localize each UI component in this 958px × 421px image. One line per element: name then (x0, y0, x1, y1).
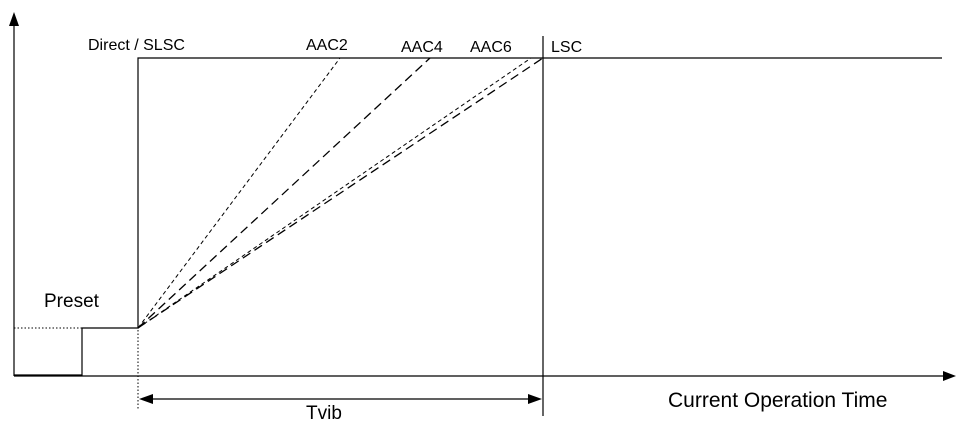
y-axis-arrow-icon (9, 12, 19, 26)
label-aac2: AAC2 (306, 37, 348, 54)
label-aac6: AAC6 (470, 39, 512, 56)
x-axis-label: Current Operation Time (668, 389, 887, 412)
axes (9, 12, 956, 381)
tvib-right-arrow-icon (528, 394, 542, 404)
preset-step-line (14, 57, 942, 376)
ramp-lines (137, 57, 544, 329)
label-tvib: Tvib (306, 403, 342, 421)
label-lsc: LSC (551, 39, 582, 56)
aac2-ramp-line (137, 57, 341, 329)
label-aac4: AAC4 (401, 39, 443, 56)
aac6-ramp-line (137, 57, 532, 329)
aac4-ramp-line (137, 57, 431, 329)
label-preset: Preset (44, 291, 100, 312)
x-axis-arrow-icon (943, 371, 956, 381)
lsc-ramp-line (137, 57, 544, 329)
label-direct-slsc: Direct / SLSC (88, 37, 185, 54)
tvib-left-arrow-icon (139, 394, 153, 404)
preset-waveform (14, 57, 942, 410)
tvib-span (139, 394, 542, 404)
